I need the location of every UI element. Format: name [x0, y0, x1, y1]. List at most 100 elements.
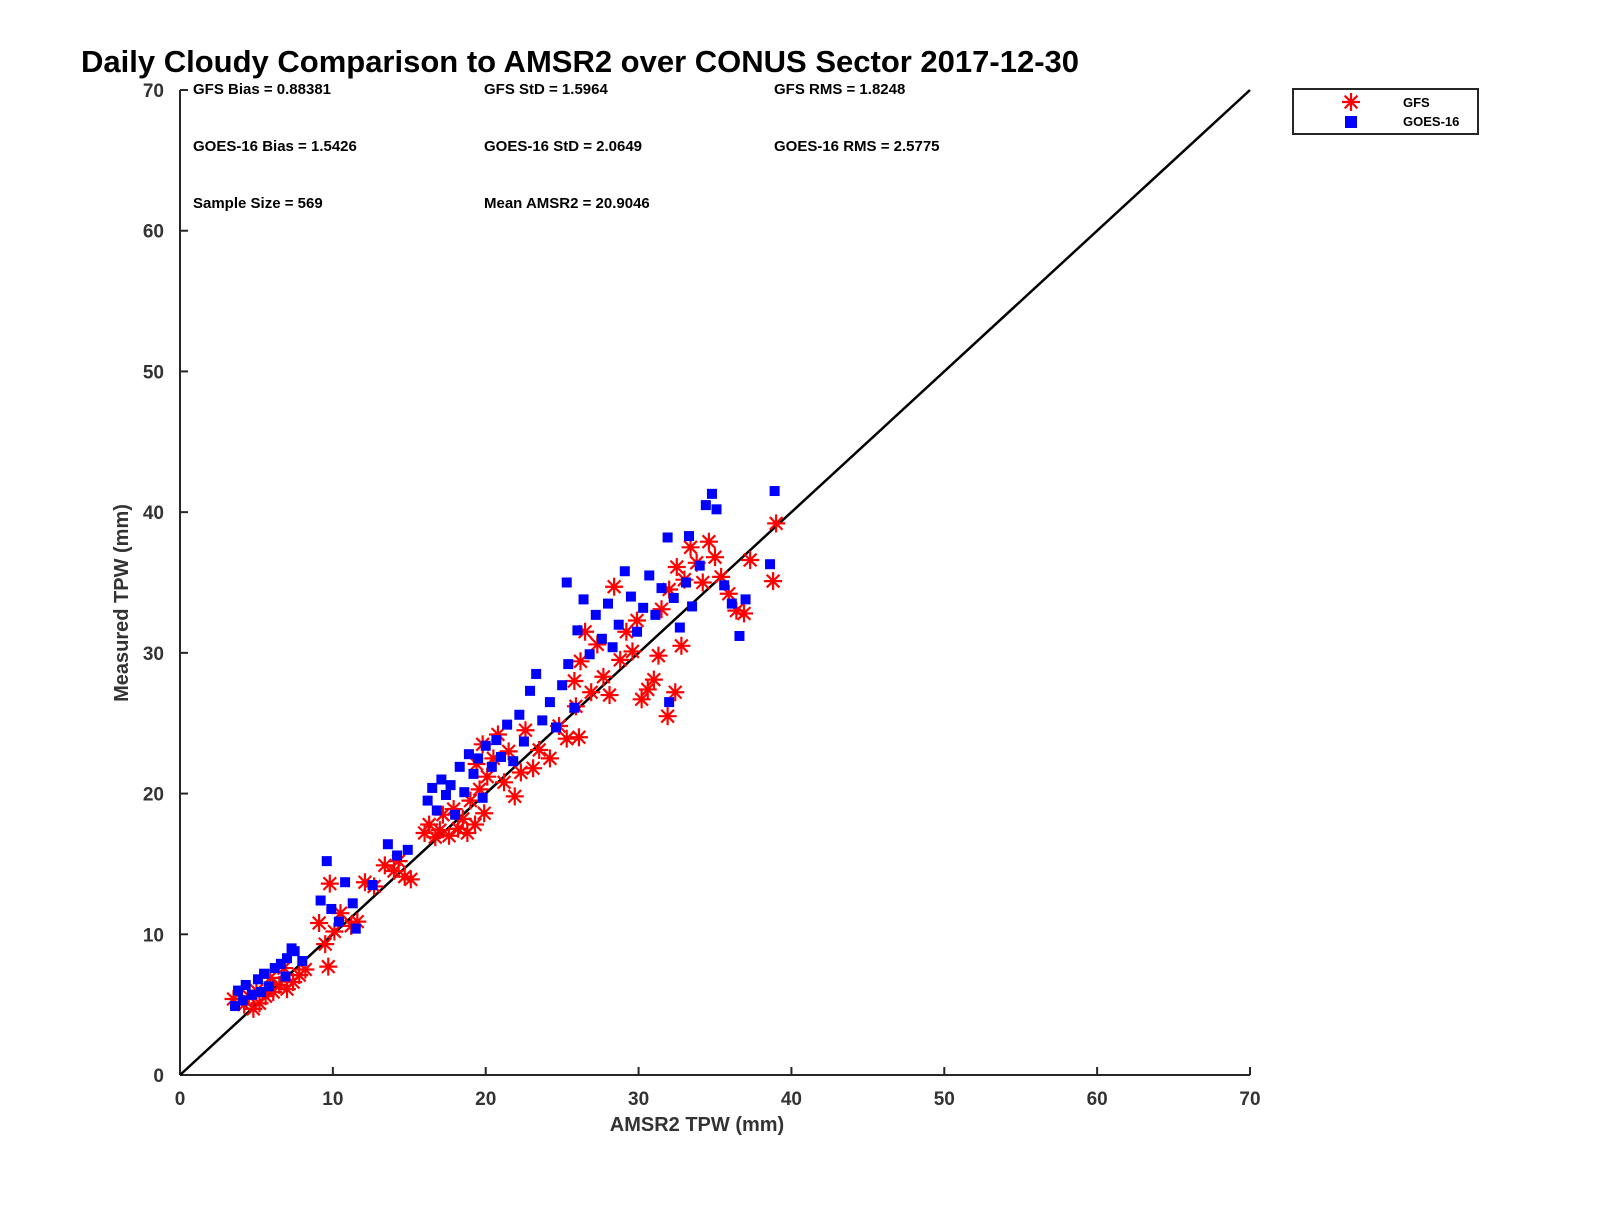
gfs-point [594, 667, 613, 686]
asterisk-stroke [542, 751, 558, 766]
stat-annotation: Sample Size = 569 [193, 195, 323, 212]
goes16-point [402, 844, 413, 855]
goes16-point [450, 809, 461, 820]
gfs-point [706, 548, 724, 567]
asterisk-stroke [435, 807, 451, 822]
gfs-point [681, 538, 700, 557]
asterisk-stroke [602, 687, 617, 703]
gfs-point [699, 532, 718, 551]
gfs-point [764, 572, 783, 591]
asterisk-stroke [729, 603, 744, 618]
goes16-point [445, 780, 456, 791]
gfs-point [611, 650, 630, 669]
goes16-point [569, 702, 580, 713]
x-tick-label: 0 [175, 1089, 186, 1110]
goes16-point [422, 795, 433, 806]
goes16-point [382, 839, 393, 850]
goes16-point [719, 580, 730, 591]
goes16-point [477, 792, 488, 803]
gfs-point [666, 683, 685, 702]
x-tick-label: 60 [1087, 1089, 1108, 1110]
stats-annotations: GFS Bias = 0.88381 GFS StD = 1.5964 GFS RM… [193, 81, 940, 212]
asterisk-stroke [769, 516, 784, 531]
goes16-point [275, 958, 286, 969]
gfs-point [430, 821, 449, 840]
asterisk-stroke [559, 731, 574, 746]
goes16-point [551, 722, 562, 733]
goes16-point [340, 877, 351, 888]
asterisk-stroke [651, 648, 666, 663]
goes16-point [769, 486, 780, 497]
asterisk-stroke [669, 559, 684, 575]
goes16-point [269, 963, 280, 974]
gfs-point [440, 826, 459, 845]
asterisk-stroke [683, 540, 698, 555]
asterisk-stroke [662, 582, 677, 597]
goes16-point [603, 598, 613, 609]
asterisk-stroke [721, 586, 736, 601]
goes16-point [544, 697, 555, 708]
goes16-point [508, 756, 519, 767]
asterisk-stroke [467, 817, 483, 832]
y-tick-label: 0 [153, 1066, 164, 1087]
asterisk-stroke [532, 742, 547, 758]
gfs-point [466, 815, 485, 834]
series-goes16-points [230, 486, 780, 1012]
asterisk-stroke [477, 806, 492, 821]
asterisk-stroke [571, 730, 587, 745]
gfs-point [475, 804, 494, 823]
goes16-point [578, 594, 589, 605]
goes16-point [463, 749, 474, 760]
goes16-point [480, 740, 491, 751]
asterisk-stroke [736, 606, 752, 621]
gfs-point [658, 707, 677, 726]
asterisk-stroke [668, 685, 683, 700]
goes16-point [537, 715, 548, 726]
gfs-point [401, 870, 420, 889]
goes16-point [531, 668, 542, 679]
goes16-point [350, 923, 361, 934]
goes16-point [454, 761, 465, 772]
asterisk-stroke [660, 709, 675, 724]
gfs-point [628, 611, 647, 630]
asterisk-stroke [640, 682, 655, 697]
legend-gfs-marker-icon [1342, 93, 1360, 111]
goes16-point [486, 761, 497, 772]
goes16-point [694, 560, 705, 571]
gfs-point [569, 728, 588, 747]
asterisk-stroke [743, 552, 758, 568]
goes16-point [644, 570, 655, 581]
goes16-point [230, 1001, 241, 1012]
asterisk-stroke [455, 811, 470, 827]
goes16-point [700, 500, 711, 511]
goes16-point [280, 971, 291, 982]
asterisk-stroke [619, 624, 634, 639]
gfs-point [461, 791, 480, 810]
asterisk-stroke [646, 672, 661, 687]
gfs-point [693, 573, 712, 592]
axis-ticks: 0 10 20 30 40 50 60 70 0 10 20 30 40 50 60 70 [143, 81, 1261, 1110]
goes16-point [584, 649, 595, 660]
goes16-point [632, 626, 643, 637]
goes16-point [252, 974, 263, 985]
asterisk-stroke [298, 962, 313, 977]
asterisk-stroke [765, 573, 781, 589]
goes16-point [650, 609, 661, 620]
goes16-point [431, 805, 442, 816]
goes16-point [246, 989, 257, 1000]
gfs-point [310, 914, 329, 933]
gfs-point [638, 680, 657, 699]
stat-annotation: GFS RMS = 1.8248 [774, 81, 905, 98]
goes16-point [347, 898, 358, 909]
asterisk-stroke [584, 685, 599, 700]
asterisk-stroke [567, 673, 582, 689]
asterisk-stroke [403, 872, 418, 887]
gfs-point [582, 683, 601, 702]
goes16-point [392, 850, 403, 861]
x-tick-label: 40 [781, 1089, 802, 1110]
goes16-point [326, 903, 337, 914]
asterisk-stroke [311, 915, 327, 931]
legend-goes16-marker-icon [1345, 116, 1357, 128]
asterisk-stroke [321, 959, 336, 974]
